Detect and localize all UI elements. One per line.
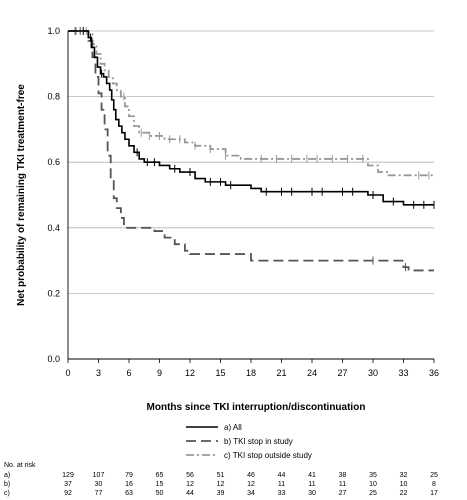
- y-tick-label: 0.8: [47, 92, 60, 102]
- risk-value: 129: [62, 472, 74, 479]
- risk-value: 12: [217, 481, 225, 488]
- y-tick-label: 0.6: [47, 157, 60, 167]
- legend: a) All b) TKI stop in study c) TKI stop ou…: [186, 423, 312, 460]
- y-tick-label: 0.4: [47, 223, 60, 233]
- risk-row-label: c): [4, 490, 10, 497]
- legend-all-label: a) All: [224, 423, 242, 432]
- series-stop-in-study-group: [68, 27, 434, 272]
- risk-value: 12: [186, 481, 194, 488]
- x-tick-label: 21: [276, 368, 286, 378]
- series-stop-outside-study-group: [68, 27, 434, 180]
- risk-value: 65: [156, 472, 164, 479]
- y-axis-title: Net probability of remaining TKI treatme…: [16, 84, 27, 306]
- risk-value: 39: [217, 490, 225, 497]
- series-all-group: [68, 27, 435, 209]
- series-stop-in-study-line: [68, 30, 434, 272]
- risk-value: 44: [186, 490, 194, 497]
- x-axis-title: Months since TKI interruption/discontinu…: [147, 402, 366, 413]
- risk-row-label: b): [4, 481, 10, 488]
- risk-value: 46: [247, 472, 255, 479]
- x-tick-label: 9: [157, 368, 162, 378]
- risk-value: 17: [430, 490, 438, 497]
- risk-value: 41: [308, 472, 316, 479]
- x-tick-label: 12: [185, 368, 195, 378]
- risk-value: 44: [278, 472, 286, 479]
- risk-value: 22: [400, 490, 408, 497]
- risk-value: 63: [125, 490, 133, 497]
- x-tick-label: 33: [398, 368, 408, 378]
- risk-value: 56: [186, 472, 194, 479]
- risk-table: No. at risk a) 129 107 79 65 56 51 46 44 41 38 35 32 2…: [4, 462, 438, 497]
- y-tick-label: 0.0: [47, 354, 60, 364]
- risk-value: 25: [369, 490, 377, 497]
- risk-value: 25: [430, 472, 438, 479]
- risk-value: 35: [369, 472, 377, 479]
- risk-value: 33: [278, 490, 286, 497]
- series-stop-outside-study-line: [68, 30, 434, 177]
- risk-value: 27: [339, 490, 347, 497]
- risk-value: 92: [64, 490, 72, 497]
- x-tick-label: 0: [65, 368, 70, 378]
- risk-value: 15: [156, 481, 164, 488]
- risk-value: 51: [217, 472, 225, 479]
- y-tick-label: 1.0: [47, 26, 60, 36]
- legend-stop-in-study-label: b) TKI stop in study: [224, 437, 293, 446]
- risk-value: 10: [369, 481, 377, 488]
- risk-value: 16: [125, 481, 133, 488]
- series: [68, 27, 435, 272]
- x-tick-label: 3: [96, 368, 101, 378]
- x-tick-label: 27: [337, 368, 347, 378]
- risk-value: 107: [93, 472, 105, 479]
- axes: 0.00.20.40.60.81.00 3 6 9 12 15 18 21 24 27 30 33 36…: [16, 26, 439, 413]
- risk-value: 32: [400, 472, 408, 479]
- x-tick-label: 15: [215, 368, 225, 378]
- risk-value: 8: [432, 481, 436, 488]
- x-tick-label: 24: [307, 368, 317, 378]
- x-tick-label: 18: [246, 368, 256, 378]
- series-all-line: [68, 30, 434, 206]
- risk-value: 79: [125, 472, 133, 479]
- legend-stop-outside-study-label: c) TKI stop outside study: [224, 451, 312, 460]
- risk-table-title: No. at risk: [4, 462, 36, 469]
- risk-value: 50: [156, 490, 164, 497]
- risk-value: 34: [247, 490, 255, 497]
- risk-value: 37: [64, 481, 72, 488]
- risk-value: 11: [339, 481, 346, 488]
- risk-row-label: a): [4, 472, 10, 479]
- risk-value: 30: [95, 481, 103, 488]
- x-tick-label: 6: [126, 368, 131, 378]
- risk-value: 10: [400, 481, 408, 488]
- risk-value: 30: [308, 490, 316, 497]
- risk-value: 77: [95, 490, 103, 497]
- risk-value: 11: [278, 481, 285, 488]
- x-tick-label: 30: [368, 368, 378, 378]
- y-tick-label: 0.2: [47, 288, 60, 298]
- risk-value: 38: [339, 472, 347, 479]
- x-tick-label: 36: [429, 368, 439, 378]
- risk-value: 11: [308, 481, 315, 488]
- risk-value: 12: [247, 481, 255, 488]
